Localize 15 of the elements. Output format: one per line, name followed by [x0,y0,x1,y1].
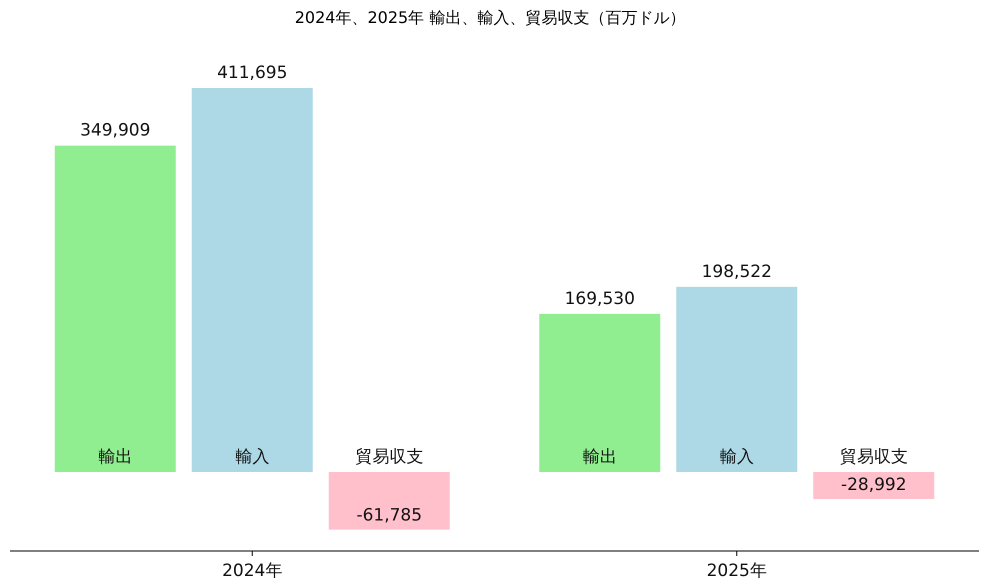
series-label: 輸出 [98,447,132,467]
data-label: 349,909 [80,120,150,141]
title: 2024年、2025年 輸出、輸入、貿易収支（百万ドル） [294,8,686,27]
text: 輸出 [582,447,617,467]
data-label: -61,785 [356,506,422,526]
series-label: 貿易収支 [355,447,424,467]
x-tick-label: 2024年 [222,561,282,581]
data-label: 198,522 [702,262,772,282]
data-label: -28,992 [840,475,907,496]
data-label: 411,695 [217,63,288,83]
x-tick-label: 2025年 [706,561,767,581]
data-label: 169,530 [564,288,635,309]
series-label: 輸入 [235,447,270,467]
text: 貿易収支 [840,447,908,467]
text: 輸入 [720,447,754,467]
